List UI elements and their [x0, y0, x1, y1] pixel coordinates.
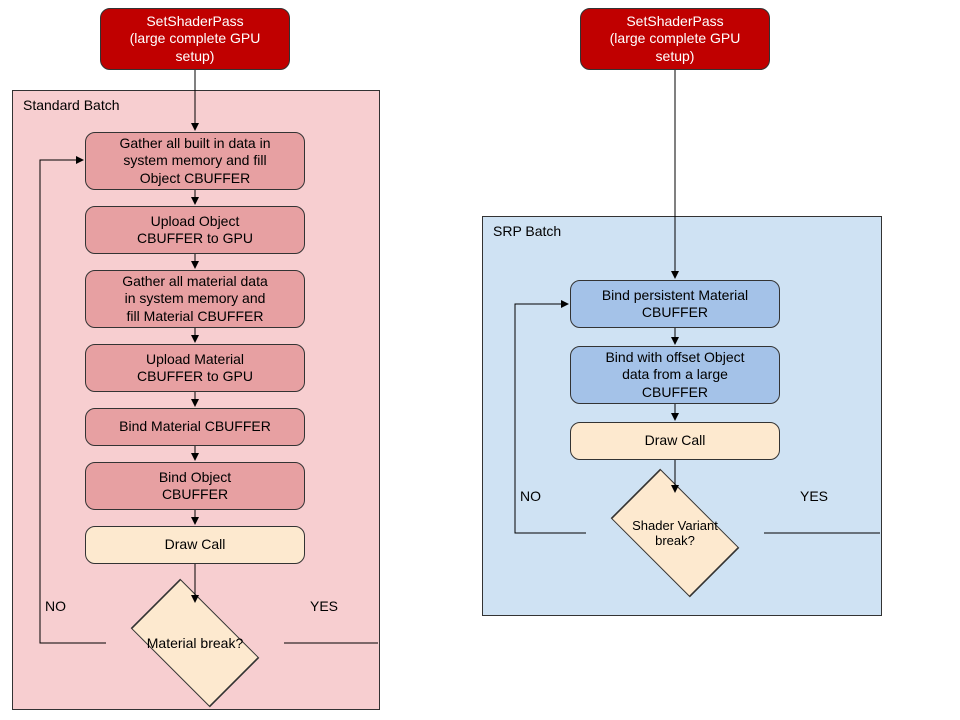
right-decision-label: Shader Variant break? [612, 498, 738, 568]
left-step-5: Bind Material CBUFFER [85, 408, 305, 446]
right-step-1: Bind persistent Material CBUFFER [570, 280, 780, 328]
right-step-2: Bind with offset Object data from a larg… [570, 346, 780, 404]
left-step-6-text: Bind Object CBUFFER [159, 469, 231, 504]
left-step-3: Gather all material data in system memor… [85, 270, 305, 328]
left-decision: Material break? [160, 608, 230, 678]
left-step-4-text: Upload Material CBUFFER to GPU [137, 351, 253, 386]
left-step-2-text: Upload Object CBUFFER to GPU [137, 213, 253, 248]
left-draw: Draw Call [85, 526, 305, 564]
left-step-6: Bind Object CBUFFER [85, 462, 305, 510]
left-yes-label: YES [310, 598, 338, 614]
left-no-label: NO [45, 598, 66, 614]
left-step-5-text: Bind Material CBUFFER [119, 418, 271, 436]
left-step-1-text: Gather all built in data in system memor… [120, 135, 271, 188]
left-start-text: SetShaderPass (large complete GPU setup) [130, 13, 261, 66]
right-no-label: NO [520, 488, 541, 504]
left-draw-text: Draw Call [165, 536, 226, 554]
left-decision-label: Material break? [132, 608, 258, 678]
left-step-1: Gather all built in data in system memor… [85, 132, 305, 190]
right-step-1-text: Bind persistent Material CBUFFER [602, 287, 748, 322]
left-step-2: Upload Object CBUFFER to GPU [85, 206, 305, 254]
left-step-3-text: Gather all material data in system memor… [122, 273, 268, 326]
left-start: SetShaderPass (large complete GPU setup) [100, 8, 290, 70]
right-start: SetShaderPass (large complete GPU setup) [580, 8, 770, 70]
right-step-2-text: Bind with offset Object data from a larg… [605, 349, 744, 402]
left-batch-title: Standard Batch [23, 97, 120, 113]
right-start-text: SetShaderPass (large complete GPU setup) [610, 13, 741, 66]
right-decision: Shader Variant break? [640, 498, 710, 568]
left-step-4: Upload Material CBUFFER to GPU [85, 344, 305, 392]
right-batch-title: SRP Batch [493, 223, 561, 239]
right-yes-label: YES [800, 488, 828, 504]
right-draw: Draw Call [570, 422, 780, 460]
right-draw-text: Draw Call [645, 432, 706, 450]
